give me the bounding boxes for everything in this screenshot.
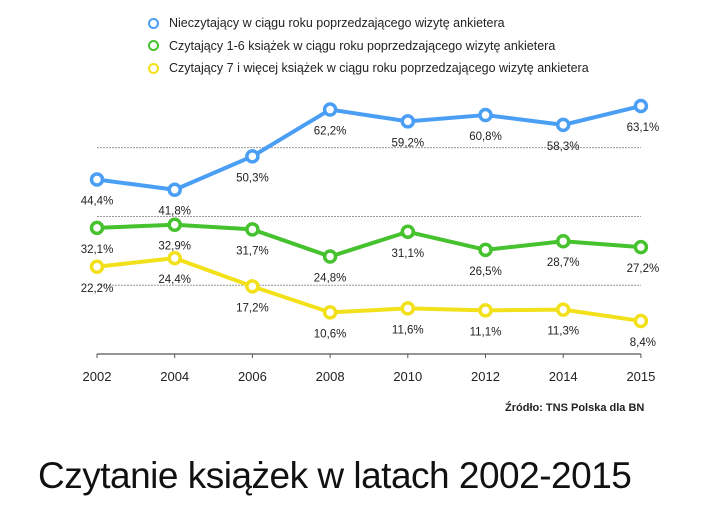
x-tick-label: 2008 xyxy=(316,369,345,384)
line-chart: 2002 2004 2006 2008 2010 2012 2014 2015 44,4% 41,… xyxy=(81,98,660,384)
legend-marker-icon xyxy=(148,40,159,52)
chart-legend: Nieczytający w ciągu roku poprzedzająceg… xyxy=(148,12,589,80)
x-tick-label: 2002 xyxy=(83,369,112,384)
data-label: 50,3% xyxy=(236,172,269,184)
data-point xyxy=(89,259,105,275)
data-label: 58,3% xyxy=(547,141,580,153)
data-label: 11,1% xyxy=(470,326,502,338)
data-label: 31,1% xyxy=(391,248,424,260)
data-point xyxy=(478,107,493,123)
data-label: 31,7% xyxy=(236,245,269,257)
legend-item-non-readers: Nieczytający w ciągu roku poprzedzająceg… xyxy=(148,12,589,35)
legend-label: Nieczytający w ciągu roku poprzedzająceg… xyxy=(169,16,505,31)
x-tick-label: 2014 xyxy=(549,369,578,384)
legend-item-7-plus-books: Czytający 7 i więcej książek w ciągu rok… xyxy=(148,57,589,80)
data-point xyxy=(89,220,105,236)
data-label: 59,2% xyxy=(391,137,424,149)
data-label: 27,2% xyxy=(627,263,660,275)
data-point xyxy=(400,224,416,240)
data-label: 62,2% xyxy=(314,126,347,138)
data-point xyxy=(633,239,649,255)
legend-marker-icon xyxy=(148,17,159,29)
data-point xyxy=(89,172,105,187)
data-label: 26,5% xyxy=(469,266,502,278)
legend-item-1-6-books: Czytający 1-6 książek w ciągu roku poprz… xyxy=(148,35,589,58)
data-label: 17,2% xyxy=(236,302,269,314)
data-point xyxy=(633,313,649,329)
x-tick-label: 2006 xyxy=(238,369,267,384)
x-tick-label: 2012 xyxy=(471,369,500,384)
data-point xyxy=(478,303,493,318)
series-line xyxy=(96,222,642,259)
data-point xyxy=(555,302,571,317)
data-label: 28,7% xyxy=(547,257,580,269)
data-label: 41,8% xyxy=(158,206,191,218)
data-point xyxy=(633,98,649,114)
x-tick-label: 2015 xyxy=(626,369,655,384)
series-line xyxy=(96,256,642,323)
data-point xyxy=(322,249,338,264)
data-label: 24,8% xyxy=(314,273,347,285)
data-label: 32,9% xyxy=(158,241,191,253)
x-tick-label: 2010 xyxy=(393,369,422,384)
data-label: 22,2% xyxy=(81,283,114,295)
data-point xyxy=(167,250,182,266)
data-point xyxy=(400,301,416,316)
data-point xyxy=(322,102,338,117)
data-label: 11,3% xyxy=(547,326,579,338)
chart-title: Czytanie książek w latach 2002-2015 xyxy=(38,455,632,496)
data-point xyxy=(555,233,571,249)
data-point xyxy=(555,117,571,133)
data-point xyxy=(245,279,260,294)
data-label: 8,4% xyxy=(630,337,656,349)
data-point xyxy=(245,149,260,164)
legend-marker-icon xyxy=(148,62,159,74)
data-point xyxy=(400,114,416,129)
data-point xyxy=(322,305,338,320)
data-point xyxy=(167,217,182,232)
x-tick-label: 2004 xyxy=(160,369,189,384)
legend-label: Czytający 1-6 książek w ciągu roku poprz… xyxy=(169,38,556,53)
data-label: 32,1% xyxy=(81,244,114,256)
data-point xyxy=(245,222,260,237)
legend-label: Czytający 7 i więcej książek w ciągu rok… xyxy=(169,61,589,76)
data-point xyxy=(478,242,493,258)
data-point xyxy=(167,182,182,197)
data-label: 63,1% xyxy=(627,122,660,134)
data-label: 60,8% xyxy=(469,131,502,143)
data-label: 11,6% xyxy=(392,324,424,336)
data-label: 24,4% xyxy=(158,274,191,286)
source-note: Źródło: TNS Polska dla BN xyxy=(505,402,645,414)
data-label: 44,4% xyxy=(81,196,114,208)
series-line xyxy=(96,104,642,192)
data-label: 10,6% xyxy=(314,328,347,340)
